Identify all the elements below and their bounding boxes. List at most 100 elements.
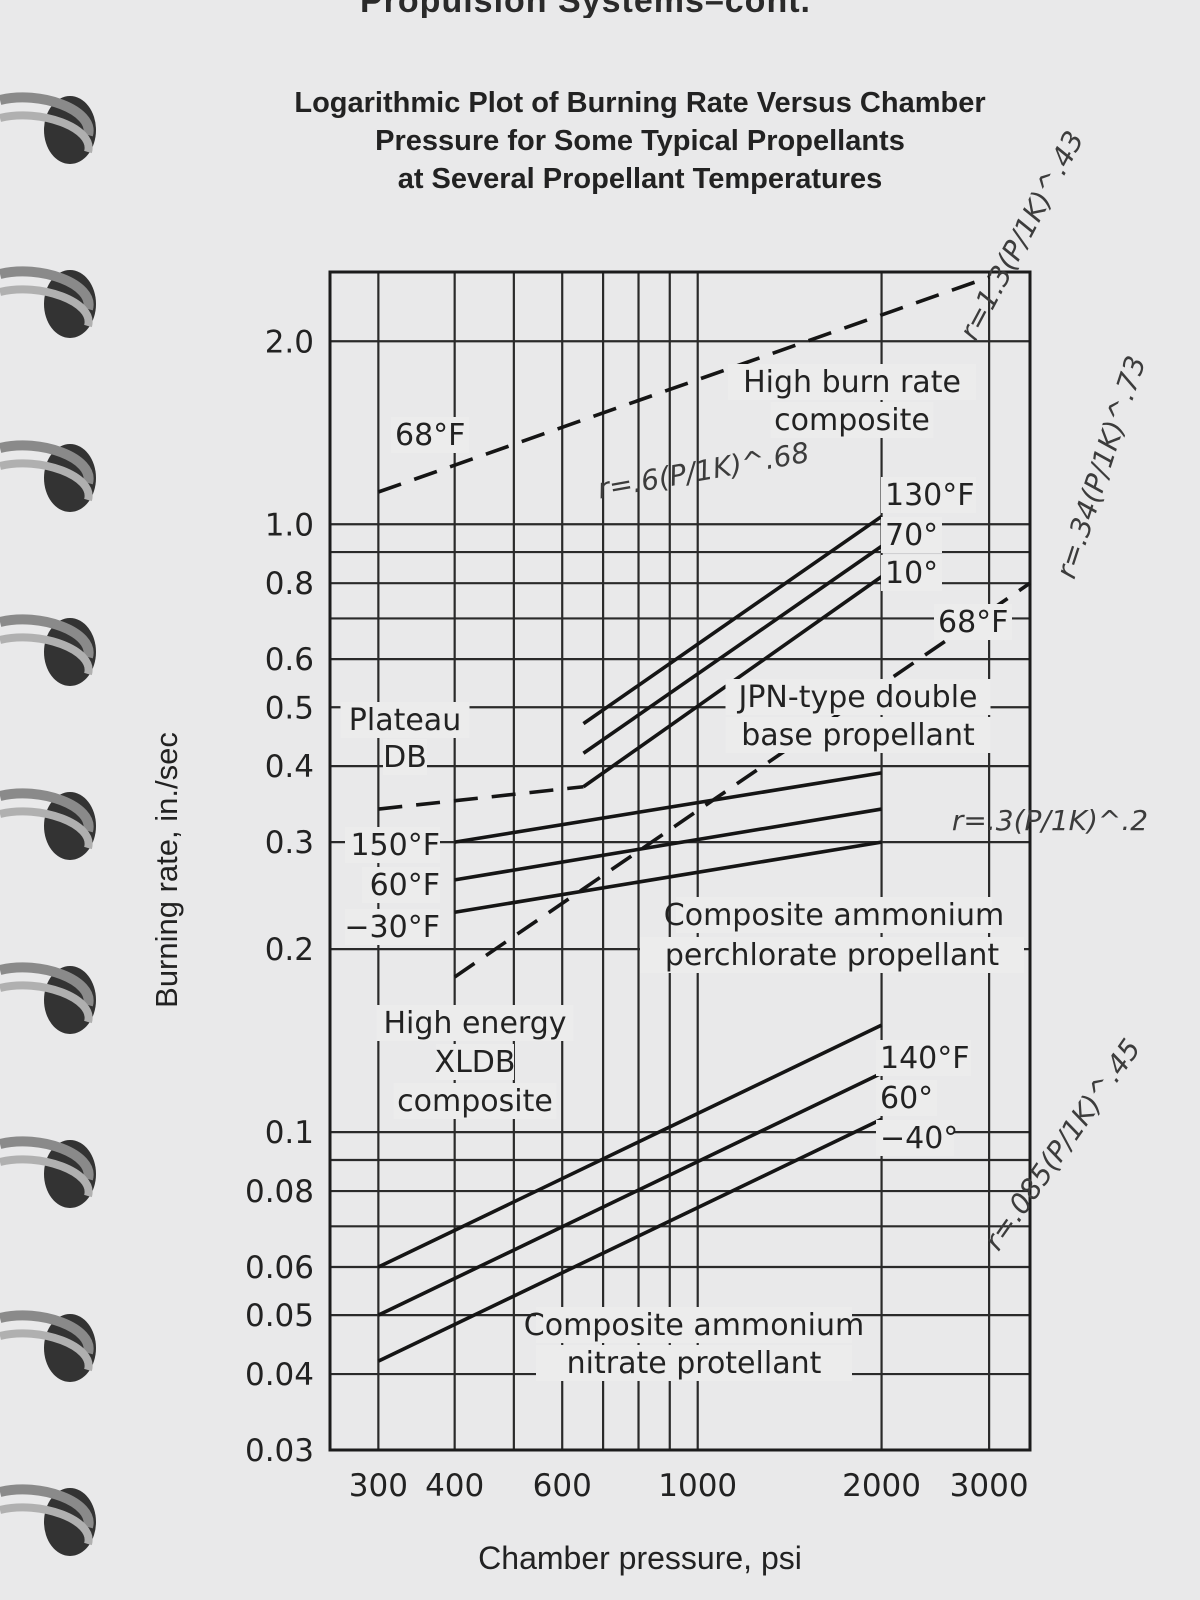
annotation-capp-60: 60°F [370,868,440,903]
annotation-backdrop [362,867,440,903]
annotation-backdrop [340,702,470,738]
annotation-backdrop [383,739,427,775]
annotation-backdrop [876,1040,971,1076]
binder-coil [0,1329,93,1372]
chart-title-line-1: Logarithmic Plot of Burning Rate Versus … [294,87,986,119]
series-line-plateau-db [378,784,584,811]
binder-coil [0,1503,93,1546]
series [377,275,1032,1363]
y-tick-label: 0.04 [245,1357,314,1393]
y-tick-label: 0.05 [245,1298,314,1334]
x-tick-label: 400 [425,1468,484,1504]
x-tick-label: 2000 [842,1468,921,1504]
annotation-canp-60: 60° [880,1081,933,1116]
annotation-backdrop [728,364,976,400]
annotation-canp-m40: −40° [880,1121,958,1156]
binder-coil [0,981,93,1024]
spiral-binding [0,92,96,1556]
x-tick-label: 3000 [950,1468,1029,1504]
y-tick-label: 0.8 [265,566,314,602]
annotation-backdrop [725,679,991,715]
annotation-xldb-3: composite [397,1084,553,1119]
annotation-jpn-68: 68°F [938,605,1008,640]
annotation-xldb-1: High energy [383,1006,566,1041]
x-tick-label: 1000 [658,1468,737,1504]
handwritten-note-jpn: r=.34(P/1K)^.73 [1049,352,1152,583]
chart-title: Logarithmic Plot of Burning Rate Versus … [190,84,1090,198]
series-line-capp-m30 [454,840,882,915]
annotation-backdrop [345,827,440,863]
annotation-xldb-2: XLDB [435,1045,516,1080]
series-line-hbr-70 [582,544,883,755]
series-line-capp-150 [454,771,882,844]
annotation-capp-m30: −30°F [344,910,440,945]
annotation-jpn-name-2: base propellant [741,718,975,753]
annotation-backdrop [876,1120,954,1156]
annotation-backdrop [436,1044,514,1080]
x-tick-label: 300 [349,1468,408,1504]
annotation-hbr-70: 70° [885,518,938,553]
y-tick-label: 0.06 [245,1250,314,1286]
annotation-backdrop [881,555,942,591]
handwritten-note-inner: r=.6(P/1K)^.68 [595,436,812,506]
series-line-jpn-68 [453,581,1032,979]
annotation-backdrop [934,604,1012,640]
annotation-backdrop [676,897,992,933]
annotation-backdrop [881,477,976,513]
annotation-jpn-name-1: JPN-type double [736,680,977,715]
binder-coil [0,1136,94,1181]
binder-coil [0,788,94,833]
annotation-backdrop [536,1307,852,1343]
y-axis-label: Burning rate, in./sec [149,732,184,1008]
annotation-plateau-1: Plateau [349,703,461,738]
binder-coil [0,440,94,485]
y-tick-label: 0.08 [245,1174,314,1210]
series-line-canp-m40 [377,1117,883,1363]
annotation-backdrop [876,1080,937,1116]
handwritten-note-capp: r=.3(P/1K)^.2 [952,804,1148,837]
handwritten-note-canp: r=.085(P/1K)^.45 [977,1033,1147,1256]
series-line-hbr-130 [582,514,883,726]
annotation-hbr-130: 130°F [885,478,975,513]
annotation-hbr-10: 10° [885,556,938,591]
annotation-plateau-2: DB [383,740,427,775]
annotation-hbr-68: 68°F [395,418,465,453]
series-line-canp-140 [377,1023,883,1269]
y-tick-label: 0.1 [265,1115,314,1151]
plot-frame [328,270,1032,1452]
annotation-backdrop [725,717,991,753]
y-tick-label: 0.4 [265,749,314,785]
binder-coil [0,92,94,137]
binder-coil [0,111,93,154]
chart-title-line-2: Pressure for Some Typical Propellants [375,125,905,157]
annotation-canp-140: 140°F [880,1041,970,1076]
page-header: Propulsion Systems–cont. [360,0,1060,18]
annotation-backdrop [640,937,1024,973]
annotation-backdrop [345,909,440,945]
annotation-backdrop [393,1083,557,1119]
annotation-capp-150: 150°F [350,828,440,863]
annotation-canp-name-1: Composite ammonium [524,1308,864,1343]
binder-coil [0,459,93,502]
y-tick-label: 0.5 [265,690,314,726]
binder-coil [0,614,94,659]
axis-ticks: 2.0 1.0 0.8 0.6 0.5 0.4 0.3 0.2 0.1 0.08 0.06 0.05 0… [245,324,1029,1504]
binder-coil [0,1310,94,1355]
annotation-backdrop [881,517,942,553]
annotation-hbr-name-2: composite [774,403,930,438]
series-line-canp-60 [377,1071,883,1317]
y-tick-label: 0.3 [265,825,314,861]
y-tick-label: 0.2 [265,932,314,968]
binder-coil [0,1155,93,1198]
annotation-backdrop [770,402,934,438]
annotation-capp-name-2: perchlorate propellant [665,938,999,973]
x-tick-label: 600 [533,1468,592,1504]
binder-coil [0,285,93,328]
annotation-backdrop [536,1345,852,1381]
series-line-hbr-68 [377,275,990,494]
annotation-canp-name-2: nitrate protellant [567,1346,822,1381]
series-line-capp-60 [454,807,882,882]
y-tick-label: 1.0 [265,507,314,543]
y-tick-label: 0.6 [265,642,314,678]
